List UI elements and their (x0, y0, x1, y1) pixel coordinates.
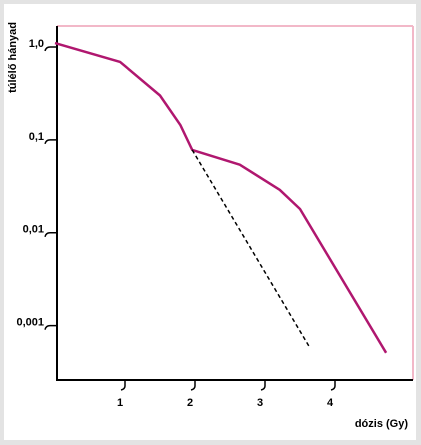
x-tick-label: 2 (187, 397, 193, 409)
y-axis-label: túlélő hányad (7, 22, 19, 93)
x-tick-label: 4 (327, 397, 334, 409)
y-tick (44, 232, 57, 237)
x-tick-label: 1 (117, 397, 123, 409)
dashed-line (191, 149, 311, 348)
x-tick (190, 380, 196, 391)
y-tick (44, 139, 57, 145)
y-tick-label: 0,01 (23, 224, 44, 236)
y-tick-label: 0,1 (29, 131, 44, 143)
y-tick (44, 324, 57, 330)
y-tick-label: 0,001 (16, 317, 44, 329)
y-tick (44, 46, 57, 52)
x-tick (260, 380, 266, 391)
x-tick-label: 3 (257, 397, 263, 409)
x-axis-label: dózis (Gy) (355, 418, 409, 430)
x-tick (330, 380, 336, 391)
x-tick (120, 380, 126, 391)
y-tick-label: 1,0 (29, 38, 44, 50)
panel (4, 4, 416, 440)
